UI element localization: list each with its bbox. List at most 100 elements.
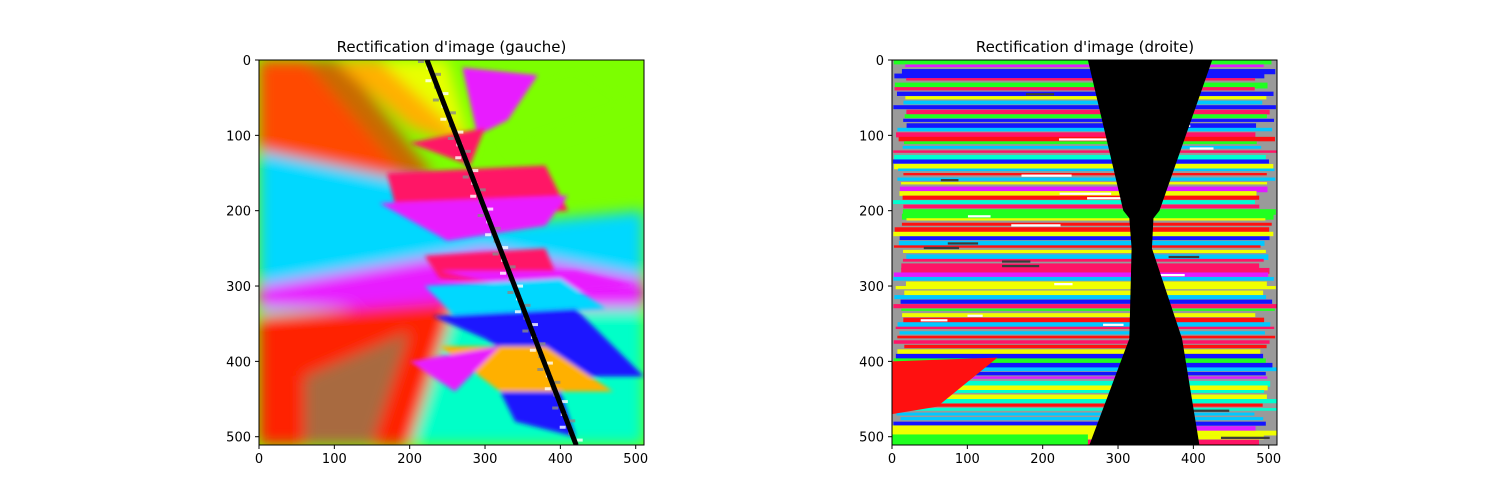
right-xtick-label: 200 <box>1030 452 1055 467</box>
right-streak <box>903 317 1265 324</box>
right-ytick-label: 100 <box>859 129 884 144</box>
right-streak <box>903 100 1263 105</box>
left-x-axis: 0 100 200 300 400 500 <box>255 445 648 467</box>
right-streak <box>899 186 1268 193</box>
left-speckle <box>457 130 464 134</box>
left-ytick-label: 0 <box>243 54 251 69</box>
left-speckle <box>576 438 583 442</box>
right-streak <box>906 123 1257 129</box>
left-xtick-label: 0 <box>255 452 263 467</box>
right-grey-patch <box>1189 409 1230 412</box>
right-title: Rectification d'image (droite) <box>976 38 1194 56</box>
right-grey-patch <box>915 446 942 448</box>
right-streak <box>895 286 1276 290</box>
left-speckle <box>425 79 432 83</box>
right-grey-patch <box>1002 264 1040 268</box>
right-grey-patch <box>1025 93 1055 96</box>
left-speckle <box>432 98 439 102</box>
left-speckle <box>524 303 531 307</box>
left-speckle <box>546 361 553 365</box>
right-streak <box>896 91 1274 96</box>
right-streak <box>893 200 1256 205</box>
right-streak <box>894 82 1268 89</box>
left-ytick-label: 500 <box>226 431 251 446</box>
left-ray <box>259 60 410 181</box>
right-streak <box>893 245 1261 248</box>
right-streak <box>906 78 1256 81</box>
left-speckle <box>479 188 486 192</box>
left-black-line <box>424 60 579 445</box>
right-streak <box>896 367 1277 372</box>
left-speckle <box>435 72 441 76</box>
right-grey-patch <box>1054 283 1073 286</box>
right-ytick-label: 400 <box>859 355 884 370</box>
left-speckle <box>472 169 479 173</box>
right-streak <box>893 304 1277 309</box>
right-streak <box>893 272 1269 277</box>
left-xtick-label: 400 <box>548 452 573 467</box>
left-speckle <box>470 194 477 198</box>
right-streak <box>894 87 1255 91</box>
right-streak <box>905 64 1264 68</box>
right-streak <box>906 218 1266 221</box>
right-streak <box>902 362 1273 369</box>
left-speckle <box>529 348 536 352</box>
right-streak <box>894 295 1267 300</box>
right-streak <box>896 412 1255 416</box>
right-xtick-label: 500 <box>1256 452 1281 467</box>
left-xtick-label: 200 <box>397 452 422 467</box>
right-streak <box>897 177 1276 181</box>
left-streak <box>379 195 568 241</box>
left-speckle <box>531 323 538 327</box>
right-grey-patch <box>947 242 979 245</box>
right-streak <box>902 403 1263 407</box>
right-grey-patch <box>1011 224 1061 227</box>
left-speckle <box>440 117 447 121</box>
right-streak <box>903 173 1267 176</box>
right-streak <box>893 358 1266 364</box>
right-grey-patch <box>1021 174 1072 177</box>
right-streak <box>902 195 1260 200</box>
right-grey-patch <box>967 314 983 317</box>
right-streak <box>899 236 1270 241</box>
right-grey-patch <box>920 319 948 322</box>
left-axes-frame <box>258 59 645 446</box>
right-grey-patch <box>1001 260 1031 263</box>
right-streak <box>895 326 1275 330</box>
left-speckle <box>544 387 551 391</box>
right-ytick-label: 200 <box>859 205 884 220</box>
right-streak <box>900 299 1273 304</box>
right-y-axis: 0 100 200 300 400 500 <box>859 54 892 446</box>
right-streak <box>904 344 1267 349</box>
right-streak <box>896 132 1256 138</box>
left-streak <box>409 346 501 392</box>
right-streak <box>898 240 1265 246</box>
left-speckle <box>485 233 492 237</box>
right-xtick-label: 0 <box>888 452 896 467</box>
right-streak <box>893 421 1266 426</box>
left-ytick-label: 400 <box>226 355 251 370</box>
left-speckle <box>487 207 494 211</box>
right-grey-patch <box>1103 323 1124 326</box>
left-speckle <box>447 137 454 140</box>
right-streak <box>894 154 1266 161</box>
right-streak <box>901 263 1260 270</box>
right-streak <box>895 353 1264 360</box>
right-streak <box>895 380 1271 387</box>
right-grey-patch <box>940 179 959 182</box>
left-speckle <box>569 419 576 423</box>
left-streak <box>462 67 538 136</box>
right-streak <box>904 114 1267 119</box>
right-streak <box>905 281 1267 287</box>
left-speckle <box>509 265 516 269</box>
left-speckle <box>500 271 507 275</box>
right-grey-patch <box>1059 192 1112 195</box>
left-speckle <box>554 380 561 384</box>
right-streak <box>903 141 1257 145</box>
left-speckle <box>462 175 469 179</box>
right-streak <box>903 390 1265 393</box>
right-grey-patch <box>1168 255 1200 259</box>
right-streak <box>893 60 1272 65</box>
right-grey-patch <box>923 246 960 250</box>
right-streak <box>906 109 1270 115</box>
